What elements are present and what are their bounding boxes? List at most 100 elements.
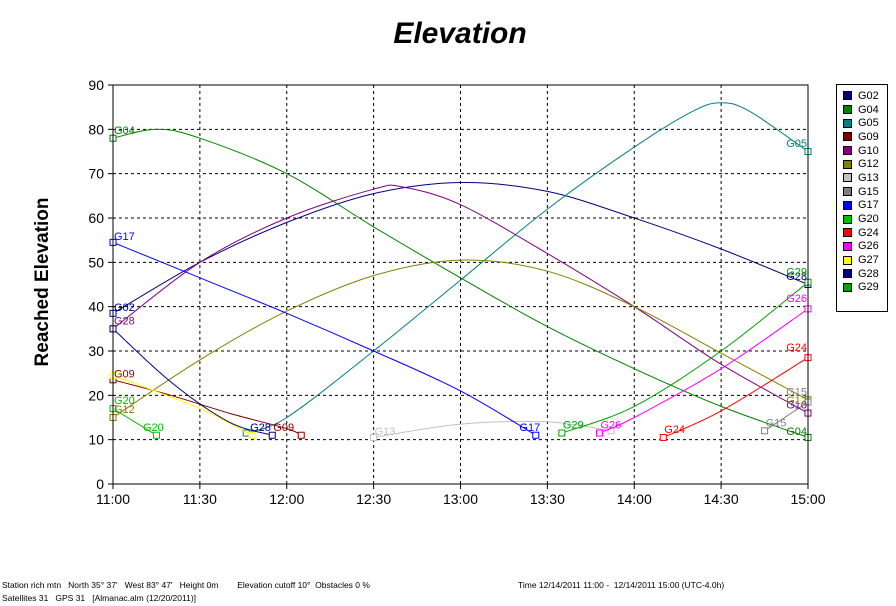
grid-lines [113,85,808,484]
series-line-g17 [112,241,537,436]
series-endpoint-marker [596,429,603,437]
legend-swatch [843,173,852,183]
y-tick-label: 30 [88,343,104,359]
series-label: G04 [114,125,135,137]
series-label: G26 [601,420,622,432]
x-tick-label: 12:00 [269,491,304,507]
legend-label: G17 [858,199,879,212]
legend-item-g15: G15 [837,185,887,199]
legend-swatch [843,200,852,210]
legend-item-g09: G09 [837,130,887,144]
series-endpoint-marker [370,433,378,441]
series-endpoint-marker [558,429,566,437]
series-label: G28 [786,271,807,283]
series-endpoint-marker [297,431,305,439]
legend-item-g12: G12 [837,157,887,171]
legend-item-g02: G02 [837,89,887,103]
series-label: G28 [250,422,271,434]
legend-item-g24: G24 [837,226,887,240]
series-endpoint-marker [248,431,256,439]
series-line-g12 [112,259,809,418]
footer-satellites: Satellites 31 GPS 31 [Almanac.alm (12/20… [2,593,197,603]
series-label: G29 [786,267,807,279]
legend-swatch [843,269,852,279]
legend-swatch [843,228,852,238]
legend-item-g27: G27 [837,253,887,267]
series-line-g05 [246,102,809,434]
legend-label: G09 [858,130,879,143]
series-label: G24 [664,424,685,436]
y-axis-ticks: 0 10 20 30 40 50 60 70 80 90 [88,77,113,492]
series-line-g13 [373,420,612,438]
series-line-g02 [112,181,809,314]
series-line-g04 [112,128,809,438]
legend-item-g29: G29 [837,281,887,295]
series-label: G20 [114,395,135,407]
footer-station-info: Station rich mtn North 35° 37' West 83° … [2,580,370,590]
legend-label: G28 [858,267,879,280]
legend-swatch [843,132,852,142]
x-tick-label: 13:30 [530,491,565,507]
series-label: G15 [766,417,787,429]
series-label: G12 [786,395,807,407]
legend-label: G15 [858,185,879,198]
y-tick-label: 10 [88,432,104,448]
y-tick-label: 80 [88,121,104,137]
legend-swatch [843,91,852,101]
x-tick-label: 12:30 [356,491,391,507]
legend-label: G10 [858,144,879,157]
series-labels: G02G28G04G04G05G09G09G28G10G12G12G13G15G… [114,125,807,438]
series-endpoint-marker [607,427,615,435]
series-label: G02 [114,302,135,314]
series-line-g28 [112,328,273,436]
series-label: G12 [114,404,135,416]
y-tick-label: 50 [88,254,104,270]
series-line-g26 [599,308,809,434]
legend-item-g20: G20 [837,212,887,226]
legend-item-g17: G17 [837,199,887,213]
x-tick-label: 11:30 [183,491,217,507]
legend-item-g10: G10 [837,144,887,158]
legend-label: G13 [858,171,879,184]
legend-item-g13: G13 [837,171,887,185]
series-label: G24 [786,342,807,354]
series-label: G04 [786,426,807,438]
legend-swatch [843,105,852,115]
series-line-g24 [662,357,809,438]
series-label: G09 [114,369,135,381]
legend-label: G02 [858,89,879,102]
legend-label: G20 [858,213,879,226]
legend-swatch [843,241,852,251]
series-endpoint-marker [152,431,160,439]
series-line-g10 [112,184,809,414]
x-tick-label: 13:00 [443,491,478,507]
legend-label: G26 [858,240,879,253]
chart-legend: G02 G04 G05 G09 G10 G12 G13 G15 G17 G20 G24 G26 G27 G… [836,84,888,312]
legend-label: G04 [858,103,879,116]
series-label: G05 [786,138,807,150]
y-tick-label: 70 [88,166,104,182]
x-tick-label: 11:00 [96,491,130,507]
legend-item-g05: G05 [837,116,887,130]
series-label: G15 [786,386,807,398]
series-label: G10 [786,400,807,412]
legend-item-g28: G28 [837,267,887,281]
chart-title: Elevation [393,17,526,50]
series-label: G28 [114,315,135,327]
legend-label: G24 [858,226,879,239]
series-line-g29 [561,281,809,434]
series-endpoint-marker [761,427,769,435]
legend-swatch [843,159,852,169]
legend-item-g04: G04 [837,103,887,117]
legend-label: G05 [858,117,879,130]
legend-swatch [843,146,852,156]
y-tick-label: 40 [88,299,104,315]
legend-item-g26: G26 [837,240,887,254]
y-tick-label: 90 [88,77,104,93]
series-label: G29 [563,420,584,432]
series-label: G17 [114,231,135,243]
x-tick-label: 14:30 [704,491,739,507]
y-tick-label: 0 [96,476,104,492]
series-label: G17 [519,422,540,434]
